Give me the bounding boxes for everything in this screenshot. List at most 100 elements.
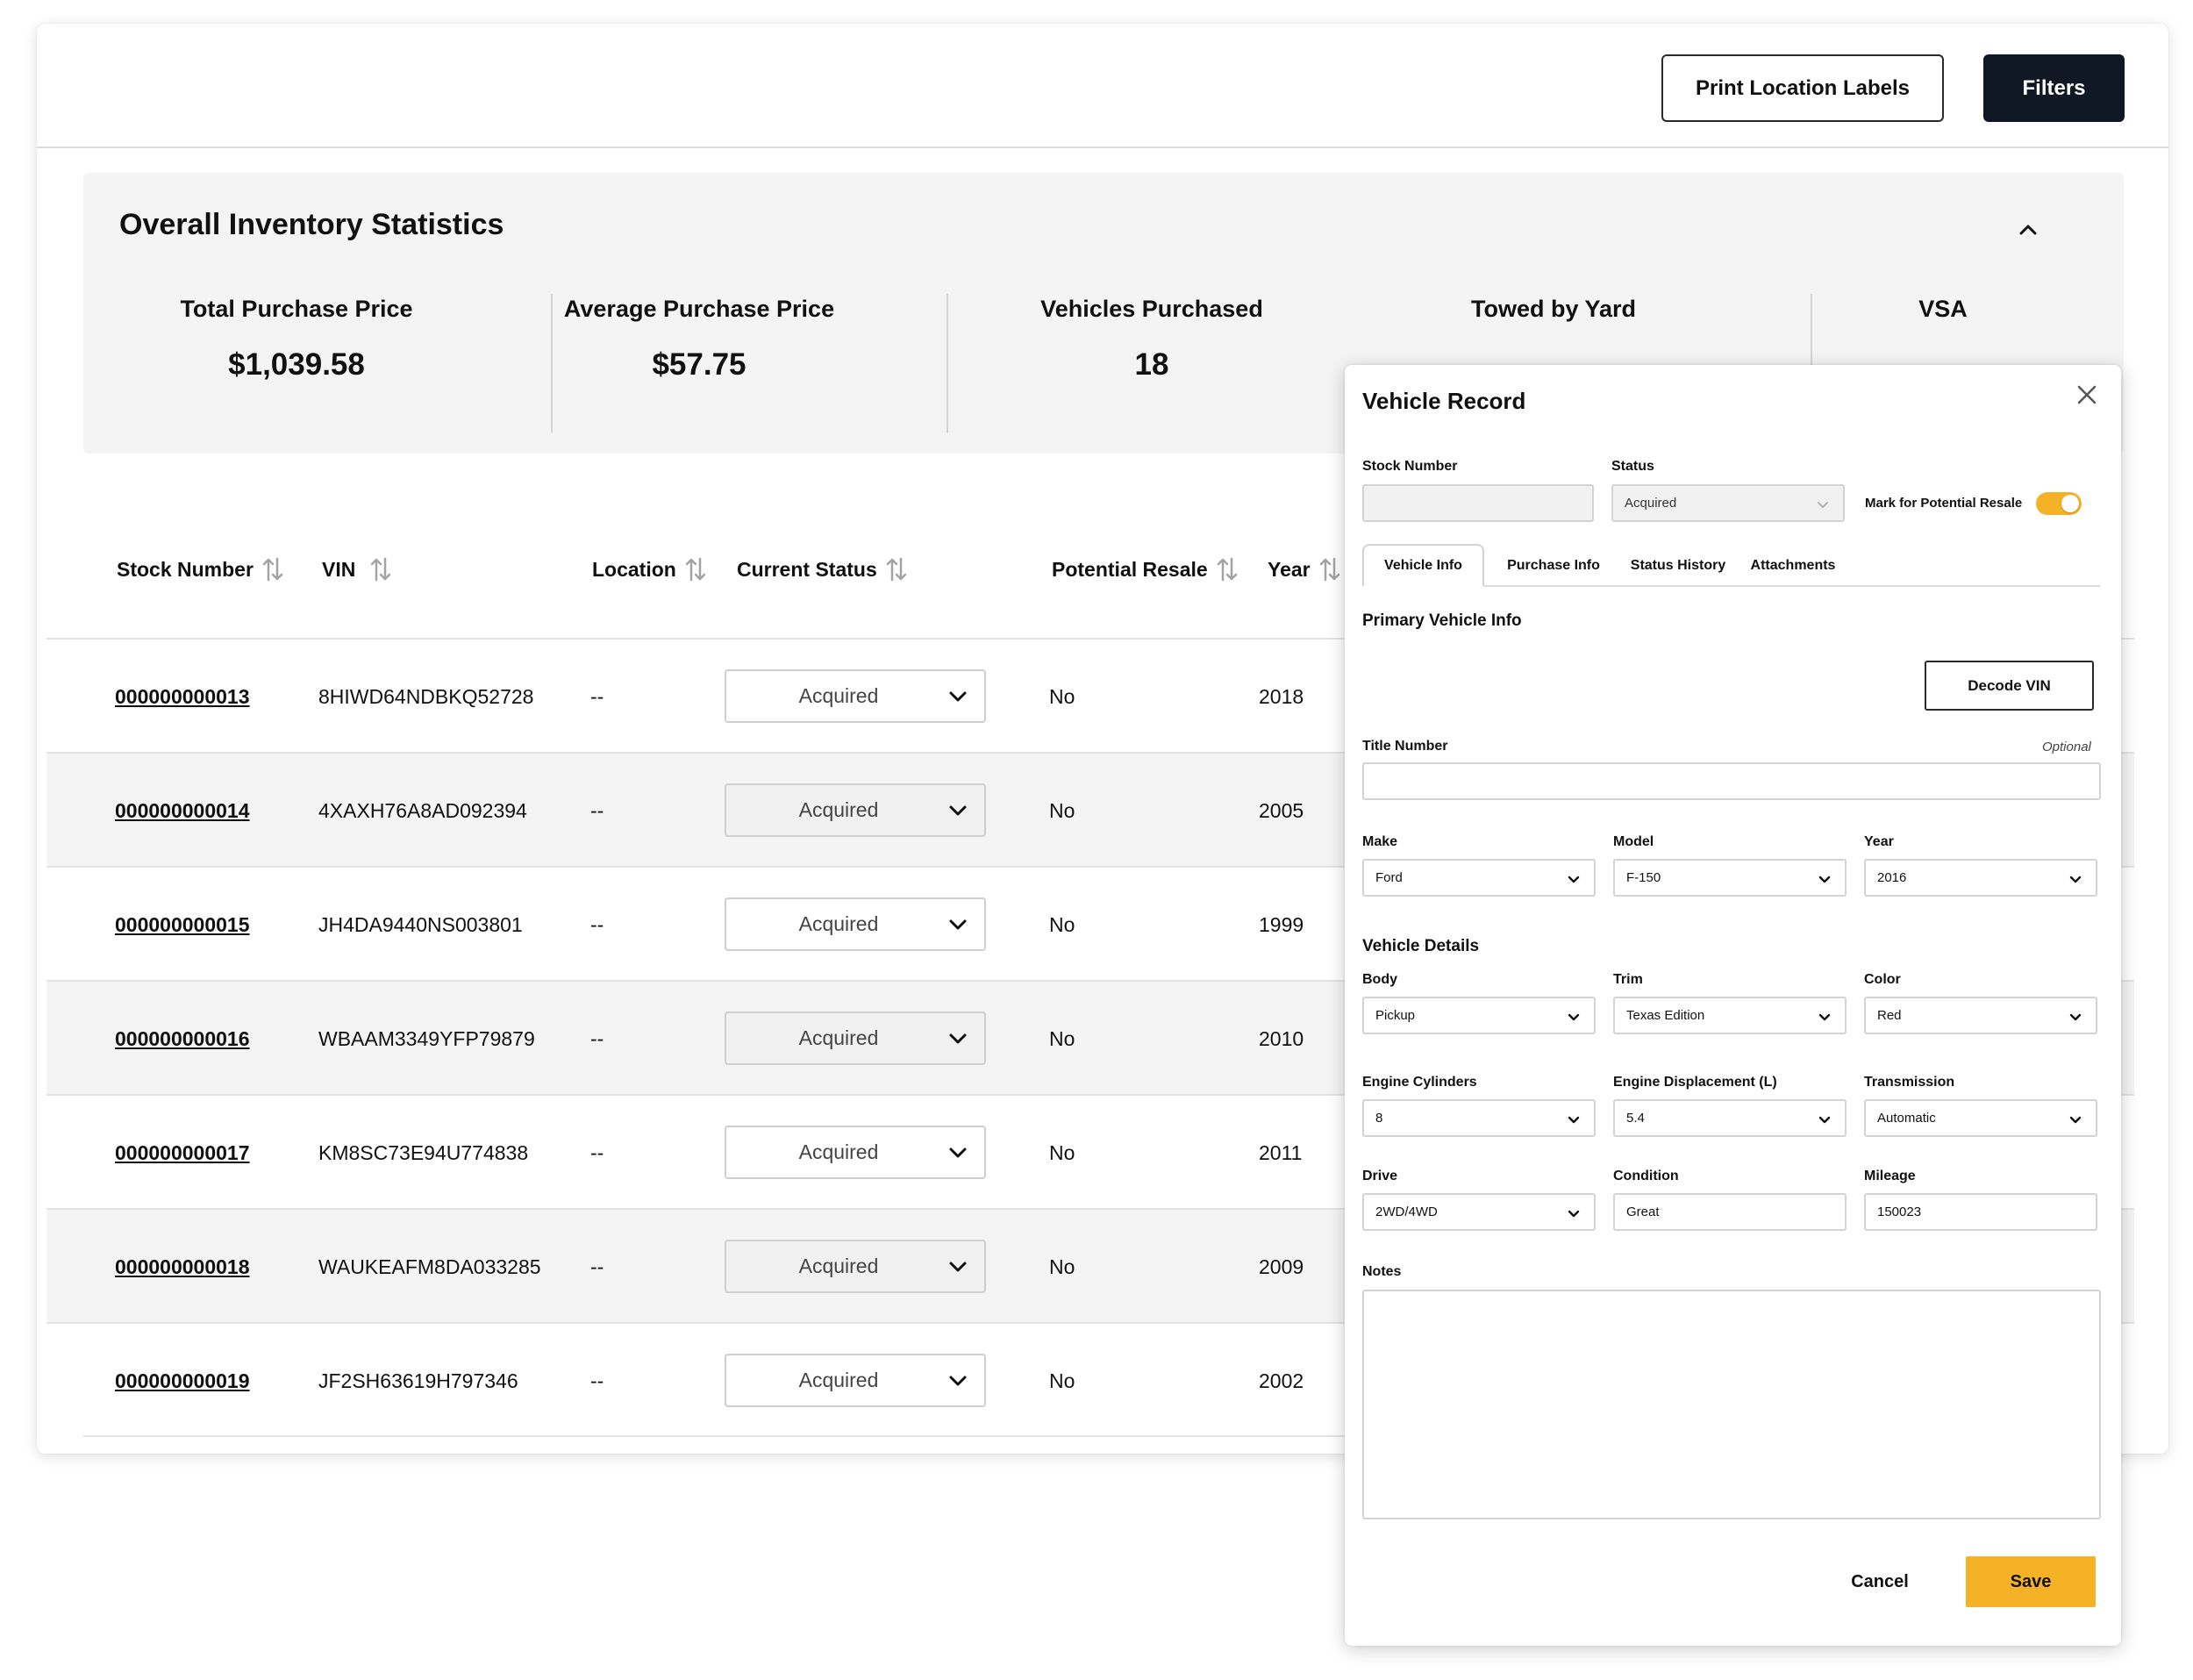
status-dropdown[interactable]: Acquired	[725, 1126, 986, 1179]
column-header-current-status[interactable]: Current Status	[737, 555, 908, 583]
chevron-down-icon	[1568, 1013, 1580, 1021]
filters-button[interactable]: Filters	[1983, 54, 2125, 122]
chevron-down-icon	[1568, 876, 1580, 883]
model-select[interactable]: F-150	[1613, 859, 1847, 897]
make-label: Make	[1362, 834, 1398, 849]
close-icon[interactable]	[2073, 381, 2101, 409]
stat-value: $1,039.58	[228, 347, 365, 382]
status-label: Status	[1611, 459, 1654, 474]
stock-number-field[interactable]	[1362, 484, 1594, 522]
mileage-field[interactable]: 150023	[1864, 1193, 2097, 1231]
chevron-down-icon	[1818, 502, 1828, 508]
chevron-down-icon	[949, 919, 967, 930]
make-select[interactable]: Ford	[1362, 859, 1596, 897]
chevron-down-icon	[1568, 1116, 1580, 1124]
table-row: 000000000015 JH4DA9440NS003801 -- Acquir…	[46, 866, 2134, 980]
color-select-value: Red	[1877, 1008, 1902, 1023]
tab-status-history[interactable]: Status History	[1630, 557, 1726, 573]
drive-label: Drive	[1362, 1169, 1398, 1183]
stock-number-link[interactable]: 000000000019	[115, 1369, 250, 1392]
column-header-stock-number[interactable]: Stock Number	[117, 555, 284, 583]
column-header-location[interactable]: Location	[592, 555, 707, 583]
status-dropdown[interactable]: Acquired	[725, 669, 986, 723]
stock-number-link[interactable]: 000000000015	[115, 912, 250, 936]
vin-cell: 8HIWD64NDBKQ52728	[318, 684, 534, 708]
status-dropdown-value: Acquired	[798, 912, 879, 935]
year-cell: 2009	[1259, 1255, 1304, 1278]
chevron-up-icon[interactable]	[2015, 217, 2041, 243]
stock-number-link[interactable]: 000000000018	[115, 1255, 250, 1278]
chevron-down-icon	[949, 1262, 967, 1272]
notes-textarea[interactable]	[1362, 1290, 2101, 1519]
potential-resale-cell: No	[1049, 798, 1075, 822]
body-select-value: Pickup	[1375, 1008, 1416, 1023]
condition-field[interactable]: Great	[1613, 1193, 1847, 1231]
chevron-down-icon	[949, 805, 967, 816]
stat-label: Vehicles Purchased	[1040, 296, 1263, 322]
stock-number-link[interactable]: 000000000014	[115, 798, 250, 822]
potential-resale-cell: No	[1049, 684, 1075, 708]
column-header-label: Location	[592, 557, 676, 581]
engine-cylinders-value: 8	[1375, 1111, 1383, 1126]
color-label: Color	[1864, 972, 1901, 987]
mileage-label: Mileage	[1864, 1169, 1916, 1183]
trim-select[interactable]: Texas Edition	[1613, 997, 1847, 1034]
stock-number-link[interactable]: 000000000017	[115, 1140, 250, 1164]
sort-arrows-icon[interactable]	[885, 555, 908, 583]
location-cell: --	[590, 798, 604, 822]
body-select[interactable]: Pickup	[1362, 997, 1596, 1034]
year-cell: 2018	[1259, 684, 1304, 708]
primary-vehicle-info-heading: Primary Vehicle Info	[1362, 611, 1522, 630]
tabs-divider	[1362, 585, 2100, 587]
status-dropdown-value: Acquired	[798, 1255, 879, 1277]
potential-resale-cell: No	[1049, 1369, 1075, 1392]
transmission-select[interactable]: Automatic	[1864, 1099, 2097, 1137]
column-header-year[interactable]: Year	[1268, 555, 1341, 583]
column-header-potential-resale[interactable]: Potential Resale	[1052, 555, 1239, 583]
decode-vin-button[interactable]: Decode VIN	[1925, 661, 2094, 711]
chevron-down-icon	[2069, 876, 2082, 883]
print-location-labels-button[interactable]: Print Location Labels	[1661, 54, 1944, 122]
location-cell: --	[590, 1026, 604, 1050]
location-cell: --	[590, 1369, 604, 1392]
tab-purchase-info[interactable]: Purchase Info	[1507, 557, 1600, 573]
sort-arrows-icon[interactable]	[1318, 555, 1341, 583]
status-dropdown-value: Acquired	[798, 1140, 879, 1163]
cancel-button[interactable]: Cancel	[1834, 1556, 1925, 1607]
save-button[interactable]: Save	[1966, 1556, 2096, 1607]
stock-number-link[interactable]: 000000000016	[115, 1026, 250, 1050]
title-number-field[interactable]	[1362, 762, 2101, 800]
table-row: 000000000019 JF2SH63619H797346 -- Acquir…	[46, 1322, 2134, 1436]
year-select[interactable]: 2016	[1864, 859, 2097, 897]
status-dropdown[interactable]: Acquired	[725, 1354, 986, 1407]
stock-number-label: Stock Number	[1362, 459, 1458, 474]
sort-arrows-icon[interactable]	[261, 555, 284, 583]
chevron-down-icon	[949, 1147, 967, 1158]
vehicle-record-modal: Vehicle Record Stock Number Status Acqui…	[1345, 365, 2121, 1646]
status-dropdown[interactable]: Acquired	[725, 1012, 986, 1065]
status-dropdown[interactable]: Acquired	[725, 897, 986, 951]
status-dropdown-value: Acquired	[798, 798, 879, 821]
model-select-value: F-150	[1626, 870, 1661, 885]
tab-attachments[interactable]: Attachments	[1750, 557, 1836, 573]
sort-arrows-icon[interactable]	[369, 555, 392, 583]
stock-number-link[interactable]: 000000000013	[115, 684, 250, 708]
stat-label: Average Purchase Price	[563, 296, 835, 322]
status-dropdown[interactable]: Acquired	[725, 783, 986, 837]
sort-arrows-icon[interactable]	[1216, 555, 1239, 583]
location-cell: --	[590, 1255, 604, 1278]
stat-value: $57.75	[652, 347, 746, 382]
column-header-vin[interactable]: VIN	[322, 555, 392, 583]
potential-resale-toggle[interactable]	[2036, 492, 2082, 515]
engine-displacement-select[interactable]: 5.4	[1613, 1099, 1847, 1137]
table-bottom-border	[83, 1435, 1347, 1437]
color-select[interactable]: Red	[1864, 997, 2097, 1034]
tab-vehicle-info[interactable]: Vehicle Info	[1362, 544, 1484, 587]
drive-select[interactable]: 2WD/4WD	[1362, 1193, 1596, 1231]
status-dropdown[interactable]: Acquired	[725, 1240, 986, 1293]
stat-vehicles-purchased: Vehicles Purchased 18	[1020, 296, 1283, 382]
sort-arrows-icon[interactable]	[684, 555, 707, 583]
status-select[interactable]: Acquired	[1611, 484, 1845, 522]
engine-cylinders-select[interactable]: 8	[1362, 1099, 1596, 1137]
vin-cell: WAUKEAFM8DA033285	[318, 1255, 541, 1278]
